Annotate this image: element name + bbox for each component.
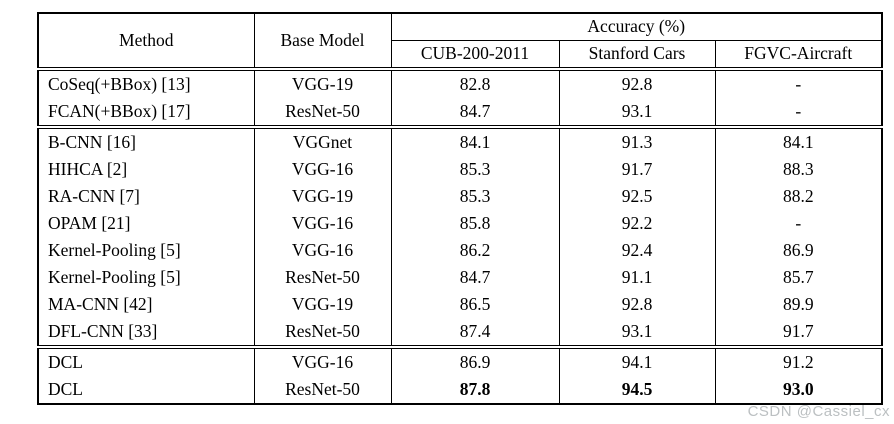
base-model-cell: ResNet-50	[253, 376, 392, 404]
column-header-base-model: Base Model	[253, 13, 392, 69]
cub-accuracy-cell: 84.7	[390, 98, 560, 127]
table-row: DCL ResNet-50 87.8 94.5 93.0	[37, 376, 883, 404]
method-cell: CoSeq(+BBox) [13]	[37, 69, 255, 98]
cub-accuracy-cell: 82.8	[390, 69, 560, 98]
cub-accuracy-cell: 86.2	[390, 237, 560, 264]
column-header-accuracy-group: Accuracy (%)	[390, 13, 883, 41]
aircraft-accuracy-cell: 91.2	[714, 347, 883, 376]
cars-accuracy-cell: 92.8	[558, 69, 716, 98]
cub-accuracy-cell: 87.8	[390, 376, 560, 404]
column-header-stanford-cars: Stanford Cars	[558, 40, 716, 69]
table-row: Kernel-Pooling [5] ResNet-50 84.7 91.1 8…	[37, 264, 883, 291]
cub-accuracy-cell: 85.3	[390, 156, 560, 183]
cars-accuracy-cell: 94.5	[558, 376, 716, 404]
method-cell: Kernel-Pooling [5]	[37, 237, 255, 264]
base-model-cell: VGG-16	[253, 237, 392, 264]
table-row: OPAM [21] VGG-16 85.8 92.2 -	[37, 210, 883, 237]
table-row: HIHCA [2] VGG-16 85.3 91.7 88.3	[37, 156, 883, 183]
table-row: B-CNN [16] VGGnet 84.1 91.3 84.1	[37, 127, 883, 156]
aircraft-accuracy-cell: 91.7	[714, 318, 883, 347]
method-cell: DCL	[37, 347, 255, 376]
cars-accuracy-cell: 91.7	[558, 156, 716, 183]
table-row: CoSeq(+BBox) [13] VGG-19 82.8 92.8 -	[37, 69, 883, 98]
aircraft-accuracy-cell: 85.7	[714, 264, 883, 291]
cub-accuracy-cell: 85.8	[390, 210, 560, 237]
method-cell: OPAM [21]	[37, 210, 255, 237]
table-row: Kernel-Pooling [5] VGG-16 86.2 92.4 86.9	[37, 237, 883, 264]
method-cell: B-CNN [16]	[37, 127, 255, 156]
aircraft-accuracy-cell: -	[714, 98, 883, 127]
cub-accuracy-cell: 85.3	[390, 183, 560, 210]
cars-accuracy-cell: 91.3	[558, 127, 716, 156]
cars-accuracy-cell: 93.1	[558, 98, 716, 127]
aircraft-accuracy-cell: 86.9	[714, 237, 883, 264]
group-baseline-methods: B-CNN [16] VGGnet 84.1 91.3 84.1 HIHCA […	[37, 127, 883, 347]
header-row-1: Method Base Model Accuracy (%)	[37, 13, 883, 69]
aircraft-accuracy-cell: 93.0	[714, 376, 883, 404]
base-model-cell: VGGnet	[253, 127, 392, 156]
cub-accuracy-cell: 86.9	[390, 347, 560, 376]
aircraft-accuracy-cell: 88.2	[714, 183, 883, 210]
base-model-cell: VGG-16	[253, 156, 392, 183]
table-row: DCL VGG-16 86.9 94.1 91.2	[37, 347, 883, 376]
table-header: Method Base Model Accuracy (%) CUB-200-2…	[37, 13, 883, 69]
cars-accuracy-cell: 91.1	[558, 264, 716, 291]
base-model-cell: ResNet-50	[253, 318, 392, 347]
table-row: RA-CNN [7] VGG-19 85.3 92.5 88.2	[37, 183, 883, 210]
cars-accuracy-cell: 92.5	[558, 183, 716, 210]
method-cell: FCAN(+BBox) [17]	[37, 98, 255, 127]
accuracy-results-table: Method Base Model Accuracy (%) CUB-200-2…	[37, 12, 883, 405]
base-model-cell: VGG-19	[253, 291, 392, 318]
column-header-cub: CUB-200-2011	[390, 40, 560, 69]
cars-accuracy-cell: 94.1	[558, 347, 716, 376]
csdn-watermark: CSDN @Cassiel_cx	[747, 403, 890, 420]
aircraft-accuracy-cell: 84.1	[714, 127, 883, 156]
cub-accuracy-cell: 84.1	[390, 127, 560, 156]
base-model-cell: VGG-19	[253, 183, 392, 210]
column-header-method: Method	[37, 13, 255, 69]
column-header-fgvc-aircraft: FGVC-Aircraft	[714, 40, 883, 69]
aircraft-accuracy-cell: -	[714, 210, 883, 237]
aircraft-accuracy-cell: 88.3	[714, 156, 883, 183]
method-cell: DFL-CNN [33]	[37, 318, 255, 347]
cars-accuracy-cell: 93.1	[558, 318, 716, 347]
table-row: FCAN(+BBox) [17] ResNet-50 84.7 93.1 -	[37, 98, 883, 127]
aircraft-accuracy-cell: -	[714, 69, 883, 98]
cub-accuracy-cell: 84.7	[390, 264, 560, 291]
method-cell: RA-CNN [7]	[37, 183, 255, 210]
cars-accuracy-cell: 92.4	[558, 237, 716, 264]
results-table-container: Method Base Model Accuracy (%) CUB-200-2…	[37, 12, 883, 405]
table-row: MA-CNN [42] VGG-19 86.5 92.8 89.9	[37, 291, 883, 318]
base-model-cell: ResNet-50	[253, 98, 392, 127]
cars-accuracy-cell: 92.8	[558, 291, 716, 318]
base-model-cell: VGG-16	[253, 347, 392, 376]
method-cell: HIHCA [2]	[37, 156, 255, 183]
method-cell: Kernel-Pooling [5]	[37, 264, 255, 291]
cub-accuracy-cell: 87.4	[390, 318, 560, 347]
method-cell: MA-CNN [42]	[37, 291, 255, 318]
cars-accuracy-cell: 92.2	[558, 210, 716, 237]
method-cell: DCL	[37, 376, 255, 404]
header-row-2: CUB-200-2011 Stanford Cars FGVC-Aircraft	[38, 40, 883, 69]
base-model-cell: VGG-16	[253, 210, 392, 237]
group-dcl-methods: DCL VGG-16 86.9 94.1 91.2 DCL ResNet-50 …	[37, 347, 883, 404]
table-row: DFL-CNN [33] ResNet-50 87.4 93.1 91.7	[37, 318, 883, 347]
base-model-cell: ResNet-50	[253, 264, 392, 291]
cub-accuracy-cell: 86.5	[390, 291, 560, 318]
base-model-cell: VGG-19	[253, 69, 392, 98]
group-bbox-methods: CoSeq(+BBox) [13] VGG-19 82.8 92.8 - FCA…	[37, 69, 883, 127]
aircraft-accuracy-cell: 89.9	[714, 291, 883, 318]
